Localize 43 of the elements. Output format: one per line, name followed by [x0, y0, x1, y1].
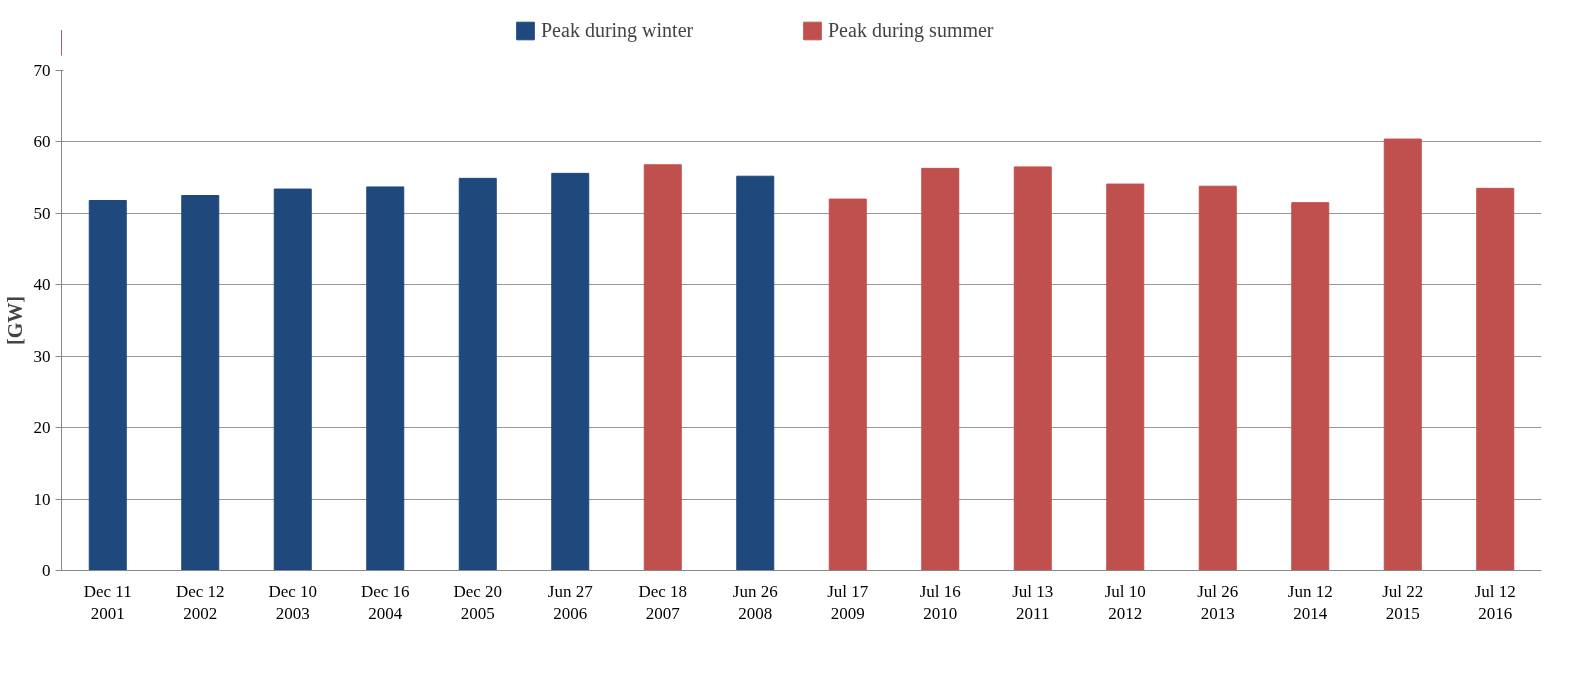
bar: [1106, 183, 1145, 571]
y-tick-label: 0: [42, 561, 51, 580]
bar: [551, 172, 590, 571]
x-tick-label: Dec 20 2005: [453, 581, 503, 624]
y-tick-label: 10: [33, 489, 51, 509]
x-tick-label: Dec 16 2004: [360, 581, 410, 624]
x-tick-label: Jul 12 2016: [1474, 581, 1516, 624]
x-tick-label: Jul 13 2011: [1012, 581, 1054, 624]
bar: [736, 175, 775, 571]
legend-label: Peak during summer: [828, 18, 995, 42]
x-tick-label: Dec 10 2003: [268, 581, 318, 624]
x-tick-label: Dec 11 2001: [83, 581, 132, 624]
bar: [273, 188, 312, 571]
x-tick-label: Jul 22 2015: [1382, 581, 1424, 624]
y-tick-label: 60: [33, 132, 51, 152]
bar: [181, 195, 220, 571]
bar: [1291, 202, 1330, 571]
y-axis-title: [GW]: [3, 296, 26, 345]
x-tick-label: Jul 10 2012: [1104, 581, 1146, 624]
bar: [366, 186, 405, 571]
x-tick-label: Jul 16 2010: [919, 581, 961, 624]
bar: [643, 164, 682, 571]
y-tick-label: 70: [33, 61, 51, 80]
x-tick-label: Jun 27 2006: [547, 581, 594, 624]
x-tick-label: Dec 12 2002: [175, 581, 225, 624]
bar: [1476, 187, 1515, 571]
x-tick-label: Jul 26 2013: [1197, 581, 1239, 624]
x-tick-label: Dec 18 2007: [638, 581, 688, 624]
bar: [921, 167, 960, 571]
bar: [458, 177, 497, 571]
bar: [828, 198, 867, 571]
legend-label: Peak during winter: [541, 18, 695, 42]
x-tick-label: Jun 26 2008: [732, 581, 778, 624]
bar: [1383, 138, 1422, 571]
y-tick-label: 30: [33, 346, 51, 366]
x-tick-label: Jun 12 2014: [1287, 581, 1333, 624]
x-tick-label: Jul 17 2009: [827, 581, 869, 624]
y-tick-label: 20: [33, 418, 51, 438]
bar: [1198, 185, 1237, 571]
y-tick-label: 40: [33, 275, 51, 295]
bar: [88, 200, 127, 571]
y-tick-label: 50: [33, 203, 51, 223]
bar: [1013, 166, 1052, 571]
